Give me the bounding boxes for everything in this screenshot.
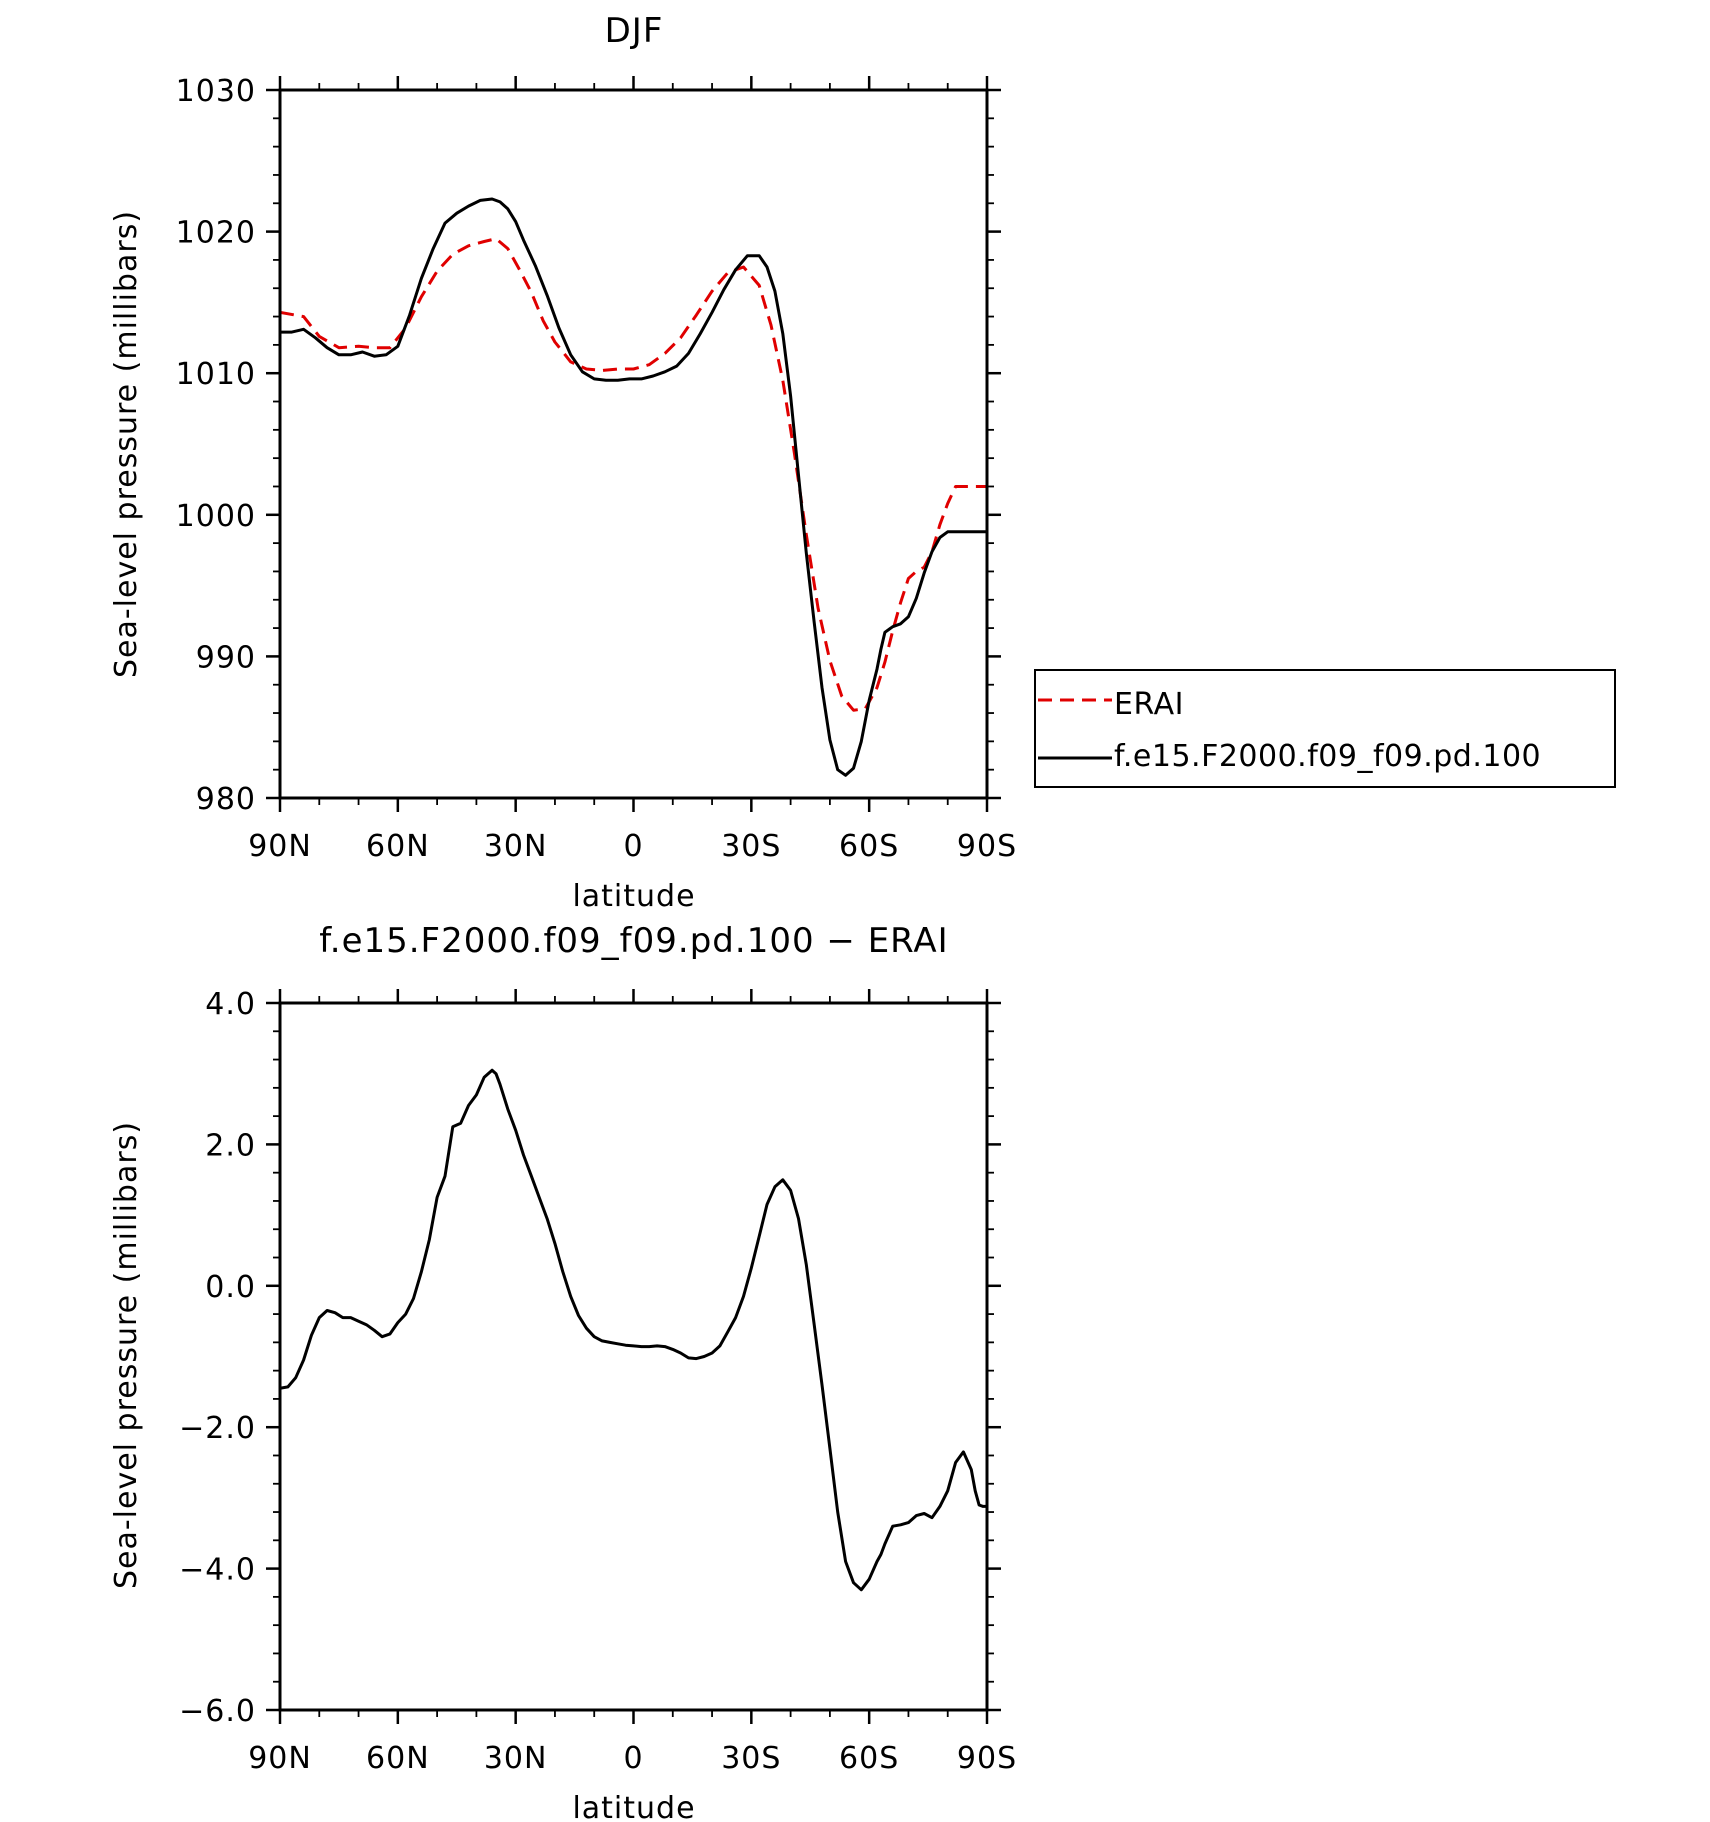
top-chart-ytick-label: 1010 (176, 357, 256, 392)
bottom-chart-ytick-label: −2.0 (179, 1411, 256, 1446)
legend-model-label: f.e15.F2000.f09_f09.pd.100 (1114, 739, 1541, 774)
bottom-chart-xtick-label: 60N (366, 1741, 430, 1776)
bottom-chart-xtick-label: 30N (484, 1741, 548, 1776)
top-chart-xtick-label: 30N (484, 829, 548, 864)
bottom-chart-xtick-label: 60S (839, 1741, 899, 1776)
top-chart-ylabel: Sea-level pressure (millibars) (109, 210, 144, 678)
top-chart-panel: DJF latitude Sea-level pressure (milliba… (109, 11, 1017, 914)
bottom-chart-ytick-label: 4.0 (205, 987, 256, 1022)
top-chart-title: DJF (605, 11, 664, 51)
bottom-chart-series-line-difference (280, 1068, 987, 1592)
top-chart-series-line-f-e15-f2000-f09-f09-pd-100 (280, 197, 987, 777)
top-chart-frame (278, 88, 989, 800)
top-chart-xtick-label: 0 (623, 829, 643, 864)
top-chart-ytick-label: 1020 (176, 216, 256, 251)
top-chart-ytick-label: 1000 (176, 499, 256, 534)
top-chart-ytick-label: 990 (196, 640, 256, 675)
legend-box (1034, 669, 1616, 788)
top-chart-xtick-label: 90N (248, 829, 312, 864)
bottom-chart-title: f.e15.F2000.f09_f09.pd.100 − ERAI (319, 921, 948, 961)
bottom-chart-frame (278, 1001, 989, 1712)
top-chart-series-group (280, 197, 987, 777)
bottom-chart-ytick-label: −6.0 (179, 1694, 256, 1729)
bottom-chart-panel: f.e15.F2000.f09_f09.pd.100 − ERAI latitu… (109, 921, 1017, 1822)
bottom-chart-xlabel: latitude (572, 1791, 695, 1822)
top-chart-xtick-label: 90S (957, 829, 1017, 864)
bottom-chart-ytick-label: −4.0 (179, 1553, 256, 1588)
top-chart-xtick-label: 60N (366, 829, 430, 864)
top-chart-xtick-label: 30S (721, 829, 781, 864)
bottom-chart-xtick-label: 90S (957, 1741, 1017, 1776)
top-chart-ytick-label: 980 (196, 782, 256, 817)
bottom-chart-ylabel: Sea-level pressure (millibars) (109, 1121, 144, 1589)
legend-erai-label: ERAI (1114, 687, 1184, 722)
legend: ERAI f.e15.F2000.f09_f09.pd.100 (1034, 669, 1616, 788)
bottom-chart-series-group (280, 1068, 987, 1592)
top-chart-ytick-label: 1030 (176, 74, 256, 109)
bottom-chart-xtick-label: 30S (721, 1741, 781, 1776)
bottom-chart-ytick-label: 2.0 (205, 1128, 256, 1163)
top-chart-series-line-erai (280, 237, 987, 712)
top-chart-xlabel: latitude (572, 879, 695, 914)
bottom-chart-xtick-label: 90N (248, 1741, 312, 1776)
bottom-chart-ytick-label: 0.0 (205, 1270, 256, 1305)
bottom-chart-xtick-label: 0 (623, 1741, 643, 1776)
top-chart-xtick-label: 60S (839, 829, 899, 864)
